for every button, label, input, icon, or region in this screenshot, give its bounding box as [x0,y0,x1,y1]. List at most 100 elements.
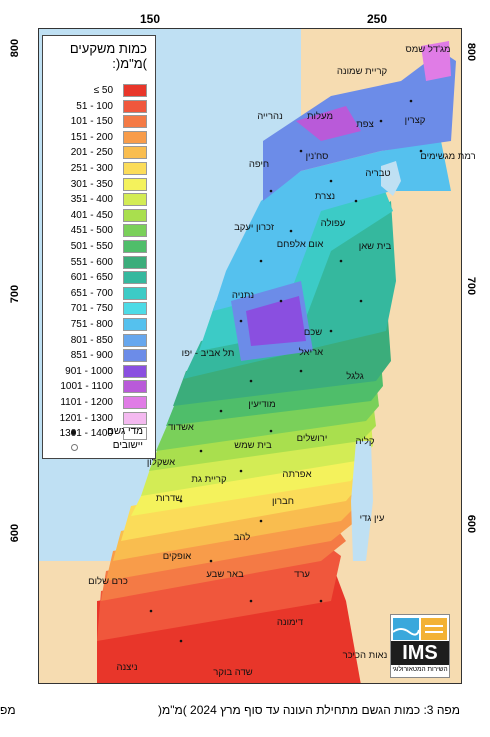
city-label: עפולה [320,218,346,229]
city-label: ערד [294,569,310,580]
city-label: ירושלים [296,433,328,444]
legend-swatch [123,193,147,207]
caption-cut: מפ [0,703,16,717]
legend-swatch [123,271,147,285]
legend-swatch [123,318,147,331]
band-901-1000 [246,296,306,346]
legend-swatch [123,115,147,129]
legend-class-label: 151 - 200 [70,131,113,143]
legend-class-label: 901 - 1000 [65,365,113,377]
legend-class: ≤ 50 [49,84,153,98]
city-label: דימונה [276,617,304,628]
legend-swatch [123,99,147,113]
tick-700-right: 700 [465,276,477,296]
legend-symbol-row: מדי גשם [49,426,153,440]
city-label: בית שאן [358,241,392,252]
legend-symbol-label: מדי גשם [107,426,143,437]
legend-class: 1101 - 1200 [49,396,153,410]
legend-swatch [123,286,147,300]
legend-class: 501 - 550 [49,240,153,254]
city-label: אופקים [162,551,192,562]
ims-logo: IMS השירות המטאורולוגי [390,614,450,678]
city-label: עין גדי [359,513,385,524]
sea-of-galilee [381,161,401,196]
tick-150: 150 [139,12,161,26]
tick-250: 250 [366,12,388,26]
legend-swatch [123,208,147,222]
city-label: שדה בוקר [213,667,253,678]
city-label: חברון [272,496,294,507]
ims-logo-subtitle: השירות המטאורולוגי [392,666,448,673]
legend-swatch [123,162,147,175]
city-label: מג'דל שמס [405,44,451,55]
legend-class-label: 1101 - 1200 [60,397,113,408]
legend-title-line1: כמות משקעים [69,41,147,56]
city-label: נצרת [314,191,336,202]
legend-class-label: 101 - 150 [70,116,113,128]
tick-800-right: 800 [465,42,477,62]
band-hermon [421,41,451,81]
city-label: שדרות [155,493,183,504]
settlement-circle-icon [71,444,78,451]
legend-title: כמות משקעים )מ"מ(: [70,41,147,71]
dead-sea [351,441,373,561]
legend-class: 351 - 400 [49,193,153,207]
legend-swatch [123,427,147,441]
tick-600-right: 600 [465,514,477,534]
city-label: נאות הכיכר [342,650,388,661]
city-label: טבריה [365,168,391,179]
map-frame [38,28,462,684]
legend-class: 651 - 700 [49,286,153,301]
legend-class: 451 - 500 [49,224,153,238]
legend-class: 201 - 250 [49,146,153,160]
legend-swatch [123,302,147,316]
gauge-dot-icon [71,430,76,435]
legend-class-label: 201 - 250 [70,147,113,159]
city-label: קצרין [404,115,426,126]
band-north-wet [263,51,456,201]
city-label: גלגל [346,371,364,382]
city-label: זכרון יעקב [234,222,274,233]
legend-class: 401 - 450 [49,208,153,223]
legend-class-label: 1001 - 1100 [60,381,113,393]
legend-class: 1301 - 1400 [49,427,153,441]
city-label: צפת [356,119,374,130]
tick-700-left: 700 [9,284,21,304]
city-label: תל אביב - יפו [181,348,235,359]
legend-class: 51 - 100 [49,99,153,114]
legend-class-label: 401 - 450 [70,209,113,221]
legend-class-label: ≤ 50 [93,85,113,96]
city-label: סח'נין [305,151,329,162]
band-551-600 [173,291,391,406]
legend-class-label: 701 - 750 [70,303,113,315]
city-label: ניצנה [116,662,138,673]
legend-class-label: 351 - 400 [70,194,113,206]
city-label: בית שמש [234,440,272,451]
legend-class: 551 - 600 [49,255,153,270]
city-label: קריית שמונה [336,66,388,77]
legend-class: 701 - 750 [49,302,153,316]
band-north-1000 [296,106,361,141]
legend-class: 851 - 900 [49,349,153,363]
legend-class: 751 - 800 [49,318,153,332]
legend-class: 801 - 850 [49,333,153,348]
legend-class: 151 - 200 [49,130,153,145]
legend-class: 251 - 300 [49,162,153,176]
legend-class-label: 501 - 550 [70,241,113,252]
legend-swatch [123,177,147,191]
legend-class: 601 - 650 [49,271,153,285]
legend-class-label: 851 - 900 [70,350,113,362]
legend-class-label: 551 - 600 [70,256,113,268]
legend-swatch [123,240,147,253]
city-label: נהרייה [257,111,283,122]
city-label: קליה [355,436,375,447]
city-label: מודיעין [248,399,276,410]
city-label: מעלות [306,111,334,122]
rainfall-map [39,29,461,683]
city-label: נתניה [231,290,255,301]
city-label: אשדוד [168,422,194,433]
city-label: כרם שלום [88,576,128,587]
legend-class: 301 - 350 [49,177,153,192]
city-label: שכם [303,327,323,338]
ims-logo-text: IMS [391,641,449,665]
